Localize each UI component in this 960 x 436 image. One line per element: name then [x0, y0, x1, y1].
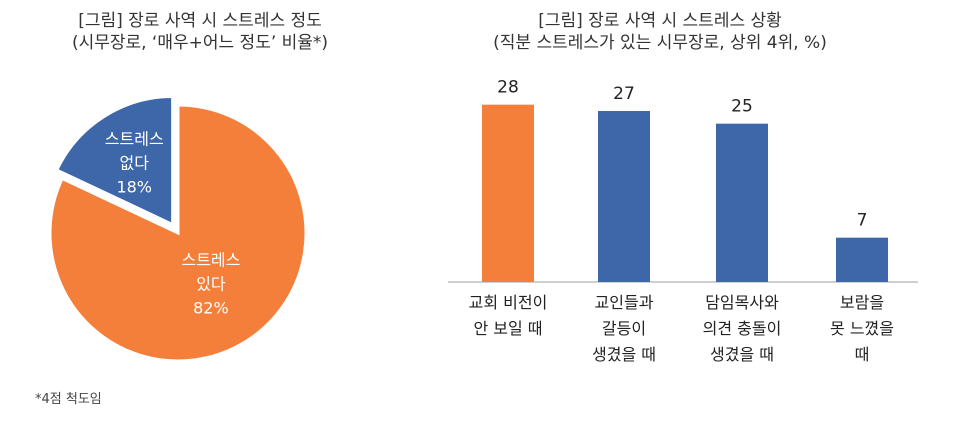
- bar-category-label-line: 못 느꼈을: [830, 319, 894, 338]
- bar-category-label-line: 때: [854, 345, 870, 364]
- bar-3: [836, 237, 888, 282]
- bar-chart-title: [그림] 장로 사역 시 스트레스 상황 (직분 스트레스가 있는 시무장로, …: [440, 10, 880, 54]
- bar-category-label-line: 생겼을 때: [710, 345, 774, 364]
- bar-category-label-line: 보람을: [839, 293, 885, 312]
- bar-0: [482, 104, 534, 283]
- pie-slice-label: 스트레스: [181, 250, 240, 269]
- pie-subtitle-line: (시무장로, ‘매우+어느 정도’ 비율*): [71, 33, 329, 53]
- pie-slice-label: 없다: [120, 154, 150, 173]
- pie-slice-value-label: 18%: [116, 178, 152, 197]
- pie-title-line: [그림] 장로 사역 시 스트레스 정도: [78, 11, 322, 31]
- bar-subtitle-line: (직분 스트레스가 있는 시무장로, 상위 4위, %): [493, 33, 827, 53]
- bar-category-label-line: 교인들과: [594, 293, 654, 312]
- pie-slice-1: [48, 103, 308, 363]
- bar-2: [716, 123, 768, 283]
- pie-slice-label: 스트레스: [105, 130, 164, 149]
- bar-1: [598, 111, 650, 282]
- bar-category-label-line: 교회 비전이: [468, 293, 548, 312]
- bar-value-label: 27: [613, 84, 635, 104]
- bar-value-label: 7: [857, 211, 868, 231]
- pie-slice-value-label: 82%: [193, 298, 229, 317]
- bar-category-label-line: 안 보일 때: [473, 319, 543, 338]
- pie-slice-label: 있다: [196, 274, 226, 293]
- bar-category-label-line: 담임목사와: [705, 293, 779, 312]
- bar-value-label: 25: [731, 97, 753, 117]
- footnote: *4점 척도임: [35, 392, 102, 407]
- bar-category-label-line: 생겼을 때: [592, 345, 656, 364]
- bar-title-line: [그림] 장로 사역 시 스트레스 상황: [538, 11, 782, 31]
- pie-chart-title: [그림] 장로 사역 시 스트레스 정도 (시무장로, ‘매우+어느 정도’ 비…: [30, 10, 370, 54]
- bar-value-label: 28: [497, 78, 519, 98]
- bar-category-label-line: 의견 충돌이: [702, 319, 782, 338]
- pie-slice-0: [54, 95, 175, 227]
- bar-category-label-line: 갈등이: [601, 319, 647, 338]
